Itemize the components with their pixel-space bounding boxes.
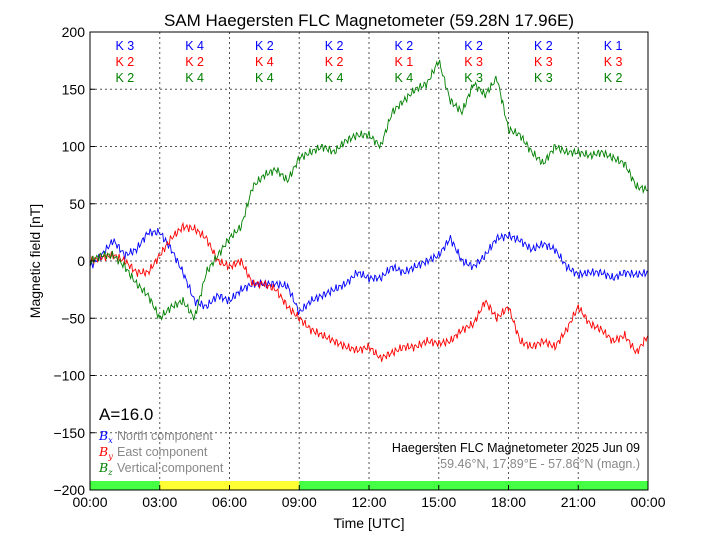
k-index-x: K 3: [115, 39, 134, 53]
k-index-y: K 2: [325, 55, 344, 69]
x-tick-label: 12:00: [351, 494, 386, 510]
x-tick-label: 21:00: [561, 494, 596, 510]
k-indices: K 3 K 4 K 2 K 2 K 2 K 2 K 2 K 1 K 2 K 2 K 4 K 2 K 1 K…: [115, 39, 622, 85]
k-index-y: K 2: [115, 55, 134, 69]
x-axis-label: Time [UTC]: [333, 515, 404, 531]
k-index-y: K 3: [534, 55, 553, 69]
series-line-z: [89, 59, 649, 322]
chart-title: SAM Haegersten FLC Magnetometer (59.28N …: [164, 11, 574, 30]
k-index-x: K 4: [185, 39, 204, 53]
k-index-z: K 3: [534, 71, 553, 85]
k-index-y: K 2: [185, 55, 204, 69]
a-index: A=16.0: [99, 405, 153, 424]
k-index-z: K 4: [394, 71, 413, 85]
x-tick-label: 15:00: [421, 494, 456, 510]
coords-label: 59.46°N, 17.89°E - 57.86°N (magn.): [440, 457, 640, 471]
k-index-z: K 2: [115, 71, 134, 85]
k-index-x: K 2: [255, 39, 274, 53]
x-tick-label: 00:00: [72, 494, 107, 510]
y-axis-label: Magnetic field [nT]: [27, 204, 43, 318]
x-tick-label: 03:00: [142, 494, 177, 510]
k-index-x: K 2: [534, 39, 553, 53]
y-tick-label: 200: [62, 24, 86, 40]
k-index-z: K 4: [185, 71, 204, 85]
series-line-y: [89, 221, 649, 362]
k-index-x: K 2: [394, 39, 413, 53]
k-index-x: K 1: [604, 39, 623, 53]
legend-label: Vertical component: [117, 461, 224, 475]
series-lines: [89, 59, 649, 362]
legend-label: East component: [117, 445, 208, 459]
x-tick-label: 00:00: [630, 494, 665, 510]
y-tick-label: 0: [77, 253, 85, 269]
k-index-z: K 4: [325, 71, 344, 85]
k-index-x: K 2: [464, 39, 483, 53]
grid: [90, 32, 648, 490]
legend-symbol: By: [98, 444, 113, 461]
y-tick-label: −100: [53, 368, 85, 384]
activity-segment: [299, 481, 648, 490]
x-tick-label: 06:00: [212, 494, 247, 510]
k-index-y: K 4: [255, 55, 274, 69]
k-index-z: K 4: [255, 71, 274, 85]
y-tick-label: 100: [62, 139, 86, 155]
y-tick-label: 50: [69, 196, 85, 212]
k-index-x: K 2: [325, 39, 344, 53]
legend-label: North component: [117, 429, 213, 443]
x-tick-label: 09:00: [282, 494, 317, 510]
k-index-z: K 2: [604, 71, 623, 85]
legend: Bx North component By East component Bz Verti…: [98, 428, 224, 477]
station-label: Haegersten FLC Magnetometer 2025 Jun 09: [392, 441, 640, 455]
y-tick-label: −150: [53, 425, 85, 441]
k-index-y: K 3: [604, 55, 623, 69]
y-tick-label: 150: [62, 81, 86, 97]
series-line-x: [89, 227, 649, 316]
k-index-y: K 1: [394, 55, 413, 69]
y-tick-label: −200: [53, 482, 85, 498]
plot-frame: [89, 31, 649, 491]
legend-symbol: Bx: [98, 428, 113, 445]
k-index-y: K 3: [464, 55, 483, 69]
activity-segment: [90, 481, 160, 490]
k-index-z: K 3: [464, 71, 483, 85]
axis-ticks: 00:00 03:00 06:00 09:00 12:00 15:00 18:00 21:00…: [53, 24, 665, 510]
x-tick-label: 18:00: [491, 494, 526, 510]
y-tick-label: −50: [61, 310, 85, 326]
legend-symbol: Bz: [98, 460, 113, 477]
